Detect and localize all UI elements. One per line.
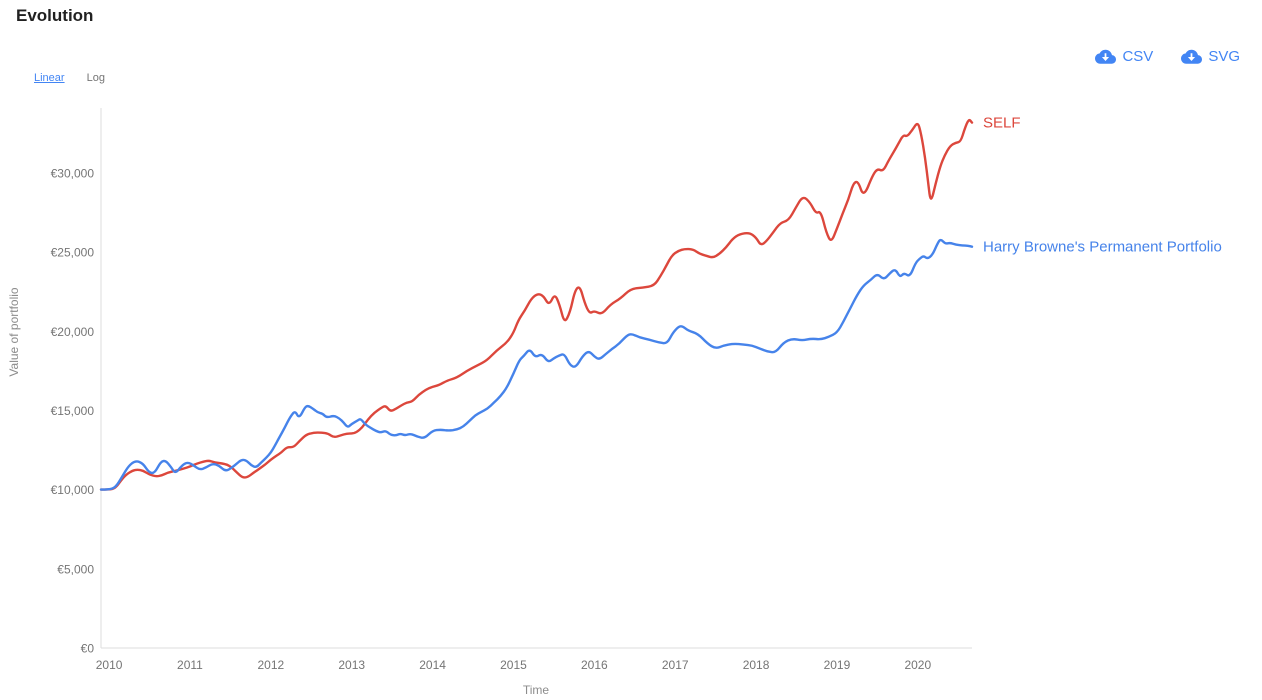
series-label-permanent-portfolio: Harry Browne's Permanent Portfolio <box>983 238 1222 256</box>
series-line-self <box>99 118 974 491</box>
x-axis-tick-label: 2017 <box>662 658 689 672</box>
x-axis-tick-label: 2018 <box>743 658 770 672</box>
series-line-permanent-portfolio <box>99 238 974 491</box>
export-csv-label: CSV <box>1122 48 1154 65</box>
export-svg-button[interactable]: SVG <box>1181 48 1240 65</box>
cloud-download-icon <box>1095 49 1117 64</box>
y-axis-tick-label: €0 <box>81 642 95 656</box>
scale-toggle-linear[interactable]: Linear <box>34 72 65 84</box>
x-axis-tick-label: 2019 <box>824 658 851 672</box>
series-label-self: SELF <box>983 114 1021 132</box>
page-title: Evolution <box>16 6 94 25</box>
y-axis-tick-label: €10,000 <box>51 483 95 497</box>
x-axis-title: Time <box>522 683 550 697</box>
y-axis-tick-label: €15,000 <box>51 404 95 418</box>
x-axis-tick-label: 2014 <box>419 658 446 672</box>
y-axis-tick-label: €25,000 <box>51 246 95 260</box>
x-axis-tick-label: 2010 <box>96 658 123 672</box>
y-axis-tick-label: €30,000 <box>51 166 95 180</box>
scale-toggle: Linear Log <box>34 72 127 84</box>
y-axis-tick-label: €5,000 <box>57 562 94 576</box>
export-buttons: CSV SVG <box>1095 48 1240 65</box>
y-axis-title: Value of portfolio <box>7 287 21 377</box>
x-axis-tick-label: 2012 <box>257 658 284 672</box>
x-axis-tick-label: 2020 <box>904 658 931 672</box>
x-axis-tick-label: 2015 <box>500 658 527 672</box>
x-axis-tick-label: 2011 <box>177 658 203 672</box>
y-axis-tick-label: €20,000 <box>51 325 95 339</box>
export-csv-button[interactable]: CSV <box>1095 48 1153 65</box>
x-axis-tick-label: 2013 <box>338 658 365 672</box>
scale-toggle-log[interactable]: Log <box>86 72 105 84</box>
export-svg-label: SVG <box>1208 48 1240 65</box>
cloud-download-icon <box>1181 49 1203 64</box>
x-axis-tick-label: 2016 <box>581 658 608 672</box>
